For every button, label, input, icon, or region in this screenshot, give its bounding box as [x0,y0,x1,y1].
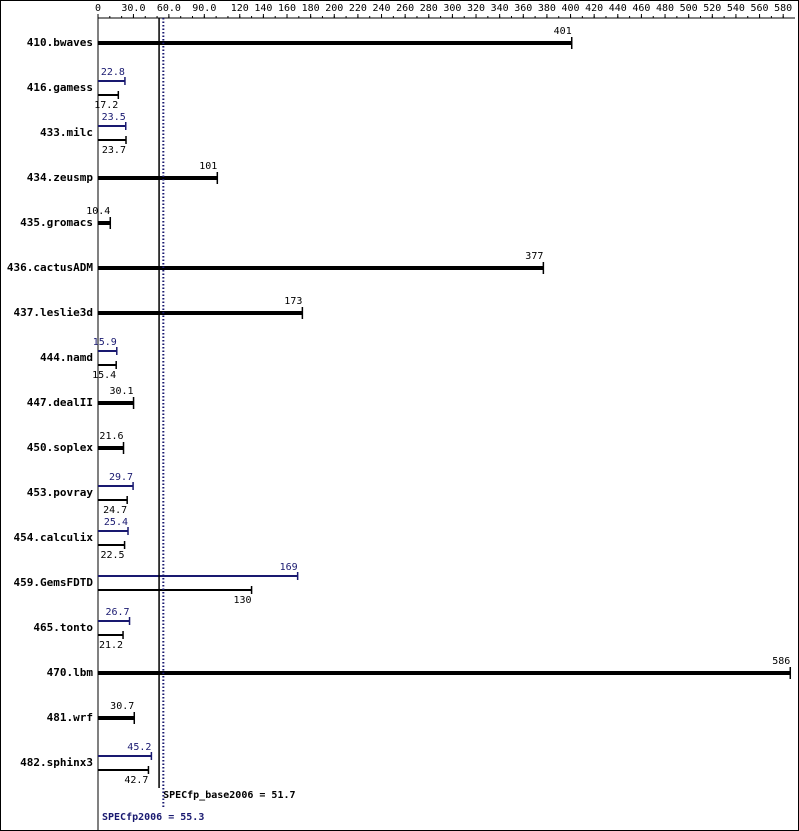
x-tick-label: 300 [443,3,461,14]
category-label: 436.cactusADM [7,261,93,274]
bar [98,446,124,450]
reference-label: SPECfp2006 = 55.3 [102,812,204,823]
reference-label: SPECfp_base2006 = 51.7 [163,790,295,801]
base-bar [98,94,119,96]
peak-bar [98,485,134,487]
bar [98,266,544,270]
category-label: 410.bwaves [27,36,93,49]
peak-value-label: 15.9 [93,337,117,348]
peak-value-label: 45.2 [127,742,151,753]
base-bar [98,364,117,366]
peak-bar [98,80,125,82]
category-label: 434.zeusmp [27,171,94,184]
base-bar [98,589,252,591]
x-tick-label: 380 [538,3,556,14]
peak-bar [98,575,298,577]
value-label: 10.4 [86,206,110,217]
x-tick-label: 320 [467,3,485,14]
category-label: 453.povray [27,486,94,499]
bar [98,176,218,180]
x-tick-label: 420 [585,3,603,14]
base-value-label: 15.4 [92,370,116,381]
bar [98,716,135,720]
x-tick-label: 240 [372,3,390,14]
x-tick-label: 360 [514,3,532,14]
x-tick-label: 180 [302,3,320,14]
x-tick-label: 90.0 [192,3,216,14]
base-value-label: 130 [234,595,252,606]
x-tick-label: 280 [420,3,438,14]
x-tick-label: 400 [562,3,580,14]
x-tick-label: 460 [632,3,650,14]
base-bar [98,544,125,546]
peak-value-label: 26.7 [105,607,129,618]
base-value-label: 23.7 [102,145,126,156]
x-tick-label: 540 [727,3,745,14]
x-tick-label: 440 [609,3,627,14]
base-value-label: 42.7 [124,775,148,786]
category-label: 465.tonto [33,621,93,634]
category-label: 447.dealII [27,396,93,409]
peak-bar [98,755,152,757]
category-label: 416.gamess [27,81,93,94]
x-tick-label: 60.0 [157,3,181,14]
peak-value-label: 169 [280,562,298,573]
base-bar [98,499,128,501]
bar [98,401,134,405]
x-tick-label: 0 [95,3,101,14]
base-value-label: 17.2 [94,100,118,111]
value-label: 377 [525,251,543,262]
x-tick-label: 580 [774,3,792,14]
bar [98,671,791,675]
bar [98,311,303,315]
x-tick-label: 520 [703,3,721,14]
category-label: 470.lbm [47,666,94,679]
x-tick-label: 220 [349,3,367,14]
value-label: 401 [554,26,572,37]
base-bar [98,769,149,771]
category-label: 459.GemsFDTD [14,576,94,589]
peak-value-label: 25.4 [104,517,128,528]
peak-bar [98,125,126,127]
base-value-label: 22.5 [100,550,124,561]
value-label: 586 [772,656,790,667]
category-label: 450.soplex [27,441,94,454]
x-tick-label: 120 [231,3,249,14]
x-tick-label: 30.0 [121,3,145,14]
category-label: 481.wrf [47,711,93,724]
base-value-label: 21.2 [99,640,123,651]
category-label: 435.gromacs [20,216,93,229]
value-label: 173 [284,296,302,307]
category-label: 444.namd [40,351,93,364]
value-label: 21.6 [99,431,123,442]
value-label: 101 [199,161,217,172]
category-label: 482.sphinx3 [20,756,93,769]
peak-value-label: 23.5 [102,112,126,123]
base-bar [98,139,126,141]
peak-value-label: 29.7 [109,472,133,483]
x-tick-label: 560 [751,3,769,14]
x-tick-label: 200 [325,3,343,14]
peak-bar [98,350,117,352]
x-tick-label: 260 [396,3,414,14]
bar [98,41,572,45]
x-tick-label: 500 [680,3,698,14]
peak-value-label: 22.8 [101,67,125,78]
value-label: 30.1 [109,386,133,397]
category-label: 454.calculix [14,531,94,544]
peak-bar [98,620,130,622]
category-label: 437.leslie3d [14,306,93,319]
bar [98,221,111,225]
x-tick-label: 160 [278,3,296,14]
value-label: 30.7 [110,701,134,712]
base-bar [98,634,124,636]
base-value-label: 24.7 [103,505,127,516]
x-tick-label: 340 [491,3,509,14]
category-label: 433.milc [40,126,93,139]
x-tick-label: 480 [656,3,674,14]
peak-bar [98,530,129,532]
x-tick-label: 140 [254,3,272,14]
